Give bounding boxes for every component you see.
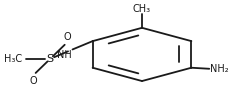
Text: S: S (47, 54, 54, 64)
Text: H₃C: H₃C (4, 54, 22, 64)
Text: NH₂: NH₂ (210, 64, 229, 74)
Text: NH: NH (57, 50, 71, 60)
Text: O: O (63, 32, 71, 42)
Text: O: O (29, 76, 37, 86)
Text: CH₃: CH₃ (133, 4, 151, 14)
